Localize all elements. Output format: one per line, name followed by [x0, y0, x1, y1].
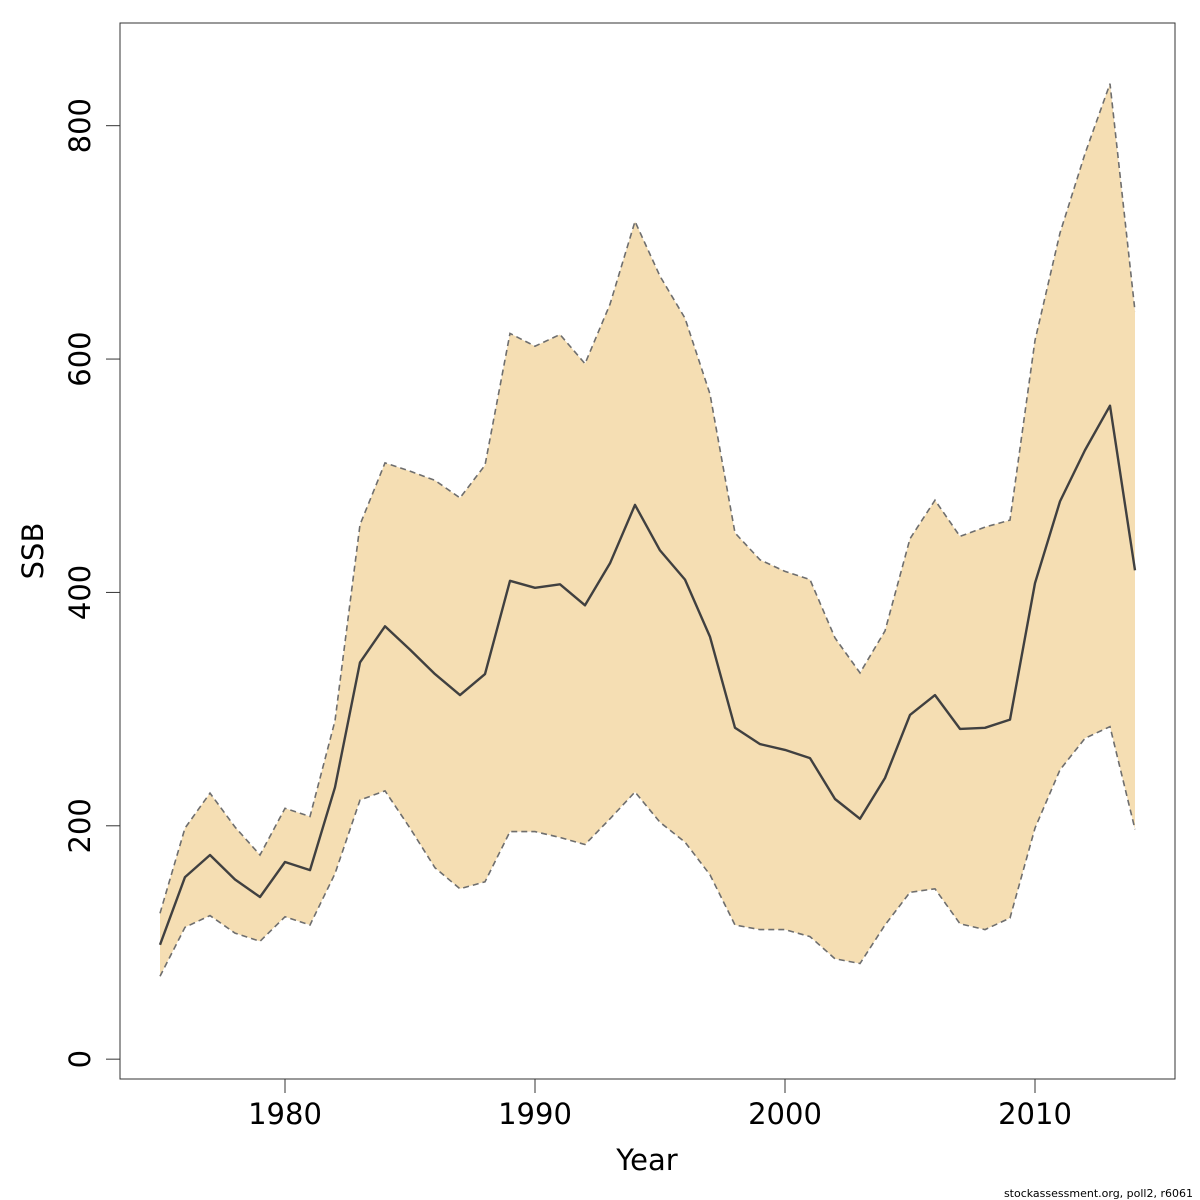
source-footer: stockassessment.org, poll2, r6061: [1004, 1187, 1193, 1200]
x-tick-label: 1990: [498, 1097, 572, 1131]
upper-bound-line: [159, 83, 1136, 914]
ssb-estimate-line: [158, 404, 1137, 946]
y-tick-label: 0: [63, 1050, 97, 1068]
y-axis-label: SSB: [16, 523, 50, 580]
y-axis: 0 200 400 600 800: [63, 98, 121, 1068]
x-axis: 1980 1990 2000 2010: [248, 1078, 1072, 1131]
y-tick-label: 400: [63, 565, 97, 620]
x-tick-label: 2000: [748, 1097, 822, 1131]
series-line-layer: [158, 83, 1137, 977]
y-tick-label: 800: [63, 98, 97, 153]
x-tick-label: 1980: [248, 1097, 322, 1131]
x-axis-label: Year: [615, 1143, 677, 1177]
x-tick-label: 2010: [998, 1097, 1072, 1131]
y-tick-label: 600: [63, 331, 97, 386]
y-tick-label: 200: [63, 798, 97, 853]
